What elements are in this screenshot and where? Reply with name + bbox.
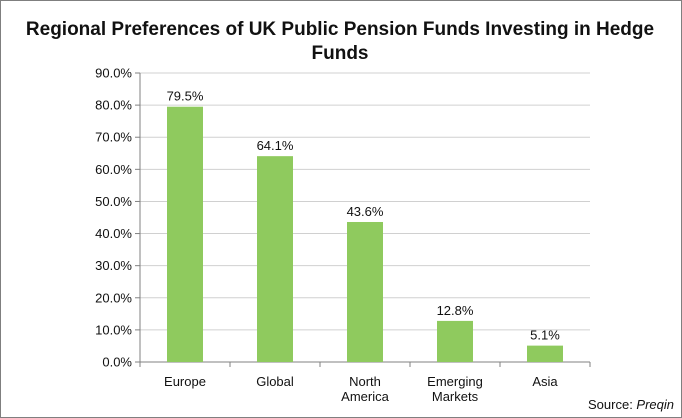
bar (437, 320, 473, 362)
bar (527, 345, 563, 362)
source-name: Preqin (636, 397, 674, 412)
bar (257, 156, 293, 362)
y-tick-label: 50.0% (95, 194, 132, 209)
data-label: 5.1% (530, 328, 560, 343)
data-label: 79.5% (167, 89, 204, 104)
category-label: Asia (532, 374, 558, 389)
category-label: Global (256, 374, 294, 389)
category-label: America (341, 389, 389, 404)
y-tick-label: 20.0% (95, 290, 132, 305)
y-tick-label: 80.0% (95, 98, 132, 113)
category-label: Emerging (427, 374, 483, 389)
source-note: Source: Preqin (588, 397, 674, 412)
y-tick-label: 70.0% (95, 130, 132, 145)
category-label: Europe (164, 374, 206, 389)
y-tick-label: 10.0% (95, 322, 132, 337)
y-tick-label: 60.0% (95, 162, 132, 177)
bar (167, 106, 203, 362)
data-label: 12.8% (437, 303, 474, 318)
y-tick-label: 40.0% (95, 226, 132, 241)
bar (347, 221, 383, 362)
data-label: 64.1% (257, 138, 294, 153)
y-tick-label: 0.0% (102, 355, 132, 370)
y-tick-label: 30.0% (95, 258, 132, 273)
chart-title: Regional Preferences of UK Public Pensio… (25, 19, 655, 64)
y-tick-label: 90.0% (95, 66, 132, 81)
data-label: 43.6% (347, 204, 384, 219)
category-label: North (349, 374, 381, 389)
category-label: Markets (432, 389, 479, 404)
source-prefix: Source: (588, 397, 637, 412)
